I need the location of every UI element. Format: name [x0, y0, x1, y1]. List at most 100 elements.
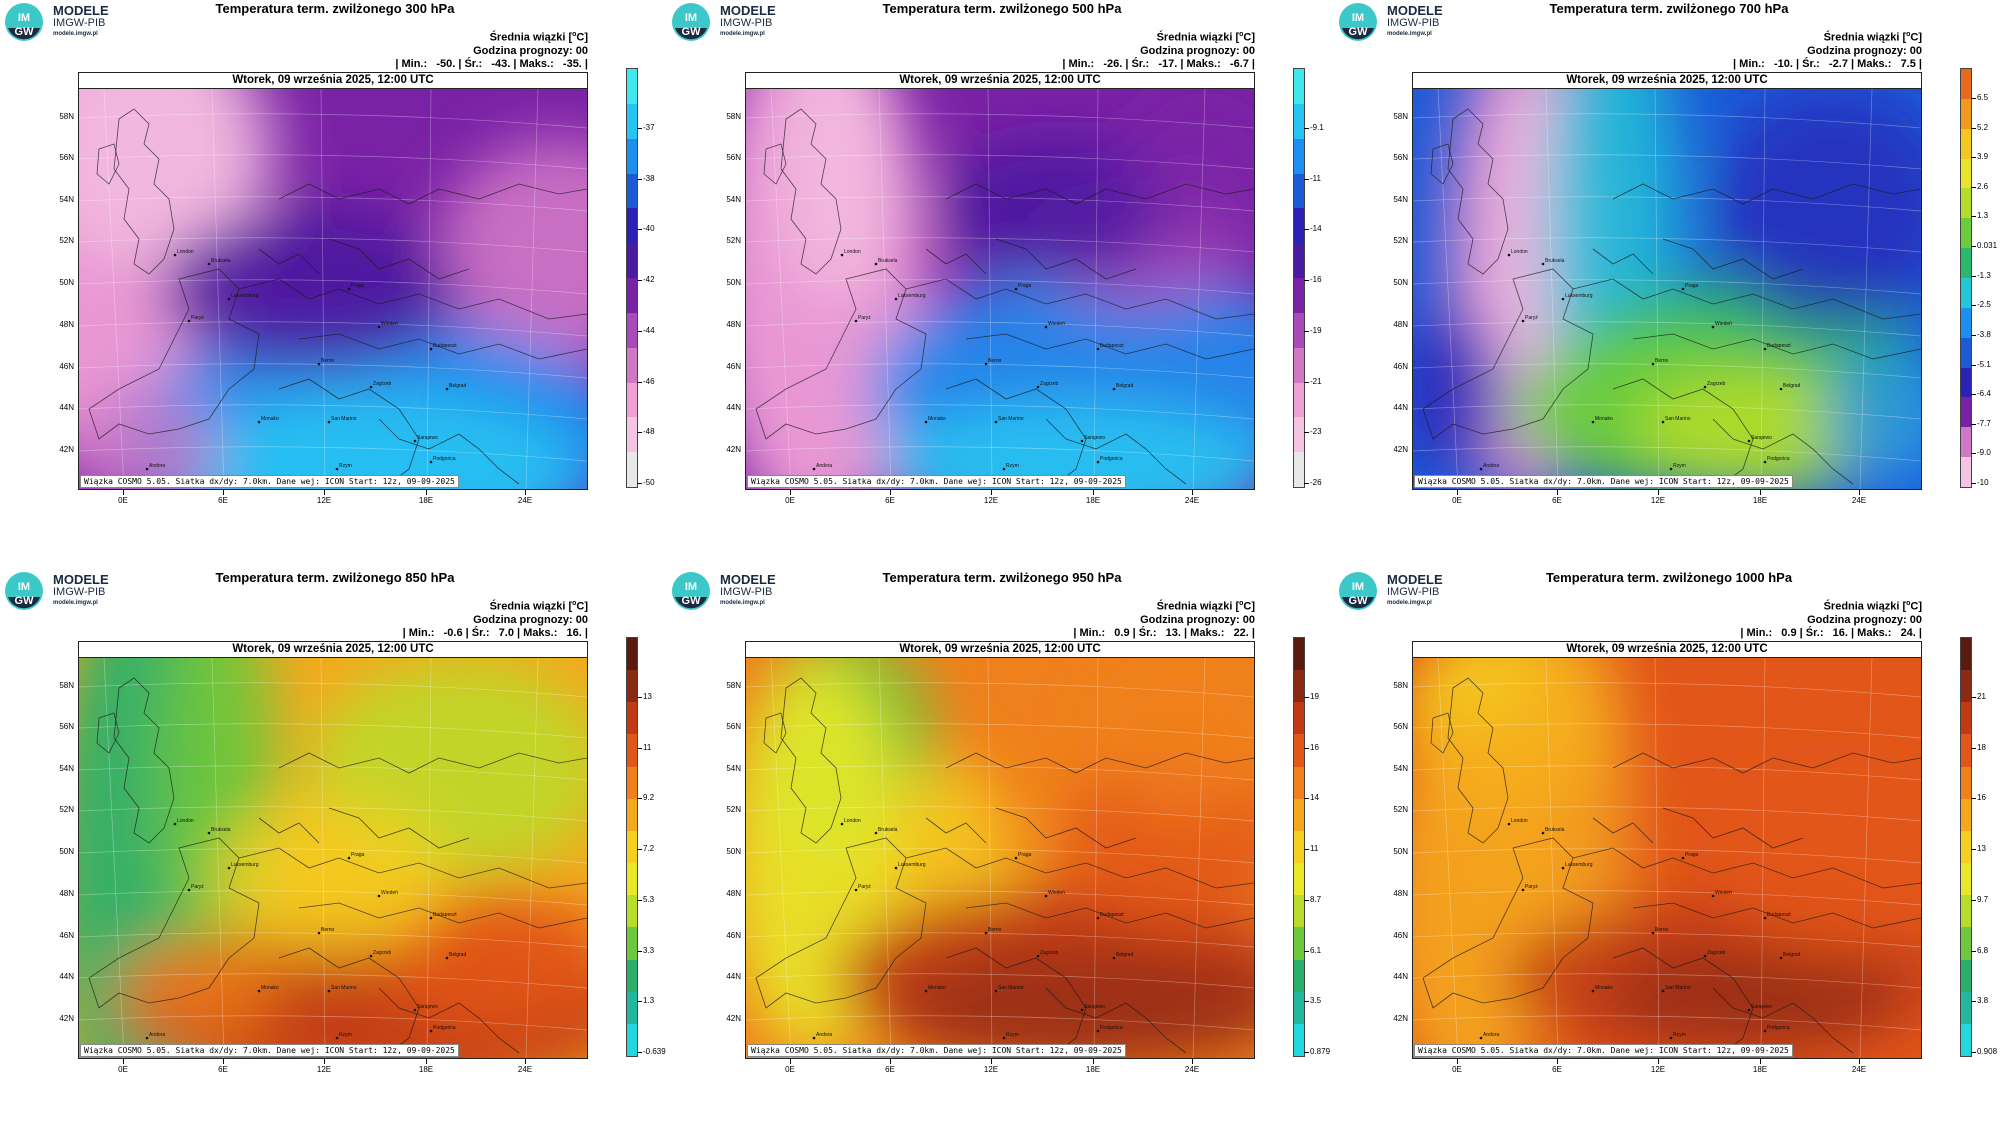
longitude-label: 18E	[418, 496, 434, 505]
latitude-label: 56N	[1393, 153, 1408, 162]
latitude-label: 46N	[59, 931, 74, 940]
city-marker	[369, 385, 373, 389]
city-marker	[840, 822, 844, 826]
colorbar-tick	[1971, 1001, 1976, 1003]
field-region	[936, 139, 1176, 279]
colorbar-segment	[1961, 397, 1971, 428]
city-label: Luksemburg	[1565, 293, 1593, 299]
latitude-line	[746, 279, 1254, 295]
city-marker	[1669, 467, 1673, 471]
city-marker	[854, 319, 858, 323]
latitude-label: 58N	[59, 112, 74, 121]
field-region	[119, 938, 279, 1038]
longitude-label: 6E	[885, 496, 895, 505]
coastline-border	[965, 333, 1254, 360]
longitude-line	[1192, 658, 1206, 1058]
longitude-tick	[1457, 490, 1458, 495]
city-marker	[812, 467, 816, 471]
latitude-line	[746, 446, 1254, 462]
coastline-border	[378, 987, 520, 1054]
city-label: Budapeszt	[1767, 343, 1791, 349]
latitude-line	[1413, 890, 1921, 906]
city-marker	[1661, 420, 1665, 424]
map-footer: Wiązka COSMO 5.05. Siatka dx/dy: 7.0km. …	[80, 1044, 459, 1057]
latitude-label: 50N	[1393, 847, 1408, 856]
colorbar-segment	[1961, 218, 1971, 249]
longitude-label: 0E	[785, 496, 795, 505]
city-marker	[145, 467, 149, 471]
city-label: Budapeszt	[433, 343, 457, 349]
longitude-line	[1859, 658, 1873, 1058]
colorbar-segment	[627, 347, 637, 383]
colorbar-label: -5.1	[1977, 359, 1991, 369]
latitude-label: 52N	[726, 236, 741, 245]
brand-line-1: MODELE	[1387, 3, 1443, 18]
latitude-label: 44N	[59, 403, 74, 412]
city-label: Berno	[1655, 927, 1669, 933]
longitude-tick	[890, 1059, 891, 1064]
longitude-line	[525, 89, 539, 489]
longitude-label: 0E	[1452, 496, 1462, 505]
coastline-border	[995, 807, 1137, 849]
colorbar-segment	[1294, 347, 1304, 383]
colorbar	[1960, 68, 1972, 488]
imgw-logo-icon: IM GW	[1339, 3, 1377, 41]
temperature-field-map: London Bruksela Luksemburg Paryż Praga Wiedeń…	[1413, 89, 1921, 489]
longitude-label: 18E	[418, 1065, 434, 1074]
city-label: Podgorica	[1100, 456, 1123, 462]
city-marker	[1521, 319, 1525, 323]
colorbar	[1960, 637, 1972, 1057]
colorbar-label: 18	[1977, 742, 1986, 752]
colorbar-segment	[1294, 278, 1304, 314]
latitude-label: 58N	[726, 112, 741, 121]
coastline-border	[1712, 987, 1854, 1054]
city-marker	[445, 956, 449, 960]
city-label: London	[177, 249, 194, 255]
forecast-panel: IM GW MODELE IMGW-PIB modele.imgw.pl Temperat…	[1334, 569, 2000, 1137]
colorbar-label: -9.0	[1977, 448, 1991, 458]
city-marker	[347, 287, 351, 291]
city-label: London	[177, 818, 194, 824]
brand-line-2: IMGW-PIB	[720, 17, 773, 29]
city-label: Bruksela	[1545, 258, 1565, 264]
colorbar-label: -3.8	[1977, 329, 1991, 339]
city-marker	[1507, 253, 1511, 257]
brand-url: modele.imgw.pl	[1387, 31, 1432, 37]
colorbar-tick	[1304, 280, 1309, 282]
panel-title: Temperatura term. zwilżonego 1000 hPa	[1545, 570, 1793, 585]
latitude-label: 48N	[59, 320, 74, 329]
latitude-line	[746, 113, 1254, 129]
longitude-line	[426, 89, 432, 489]
longitude-line	[770, 658, 792, 1058]
colorbar-tick	[637, 849, 642, 851]
longitude-line	[103, 89, 125, 489]
city-label: Bruksela	[878, 258, 898, 264]
svg-text:IM: IM	[685, 12, 697, 24]
colorbar-segment	[1294, 863, 1304, 896]
colorbar-segment	[627, 173, 637, 209]
city-marker	[1541, 831, 1545, 835]
field-region	[1603, 948, 1903, 1048]
latitude-line	[746, 806, 1254, 822]
longitude-label: 0E	[1452, 1065, 1462, 1074]
coastline-border	[925, 817, 987, 844]
forecast-hour: Godzina prognozy: 00	[1140, 613, 1255, 626]
city-marker	[984, 362, 988, 366]
colorbar-segment	[627, 702, 637, 735]
colorbar-tick	[1971, 453, 1976, 455]
coastline-border	[995, 238, 1137, 280]
colorbar-label: -6.4	[1977, 389, 1991, 399]
coastline-border	[258, 248, 320, 275]
city-marker	[327, 420, 331, 424]
legend-title-text: Średnia wiązki [	[1156, 600, 1240, 613]
latitude-line	[79, 848, 587, 864]
brand-line-1: MODELE	[720, 572, 776, 587]
latitude-label: 50N	[1393, 278, 1408, 287]
imgw-logo-icon: IM GW	[672, 572, 710, 610]
latitude-label: 48N	[59, 889, 74, 898]
colorbar-tick	[637, 798, 642, 800]
coastline-border	[763, 143, 787, 185]
city-label: London	[844, 249, 861, 255]
brand-line-2: IMGW-PIB	[720, 586, 773, 598]
svg-text:GW: GW	[682, 595, 702, 607]
